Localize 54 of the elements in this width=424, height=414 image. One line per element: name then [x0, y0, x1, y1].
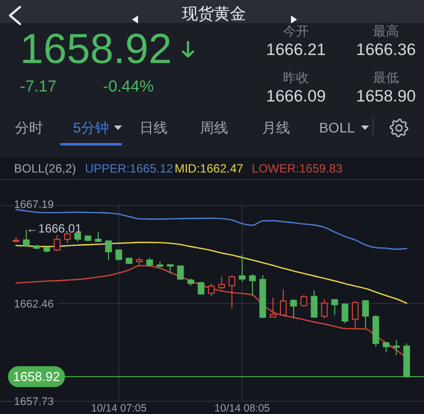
legend-title: BOLL(26,2) [14, 162, 76, 176]
text: 昨收 [283, 70, 309, 85]
text: 5分钟 [73, 120, 109, 136]
candlestick [290, 298, 297, 319]
candlestick [177, 265, 184, 280]
candlestick [198, 281, 204, 296]
candlestick [310, 290, 318, 318]
candlestick [208, 284, 215, 297]
y-tick-label: 1667.19 [14, 198, 54, 211]
text: -7.17 [20, 78, 57, 96]
candlestick [249, 274, 256, 296]
candlestick [22, 230, 30, 248]
candlestick [342, 302, 348, 324]
candlestick [54, 234, 60, 252]
candlestick [362, 300, 369, 329]
text: BOLL [319, 120, 356, 136]
candlestick [280, 288, 287, 317]
candlestick [352, 300, 359, 329]
candlestick [270, 297, 276, 318]
candlestick [238, 254, 246, 282]
ref-line-label: 1658.92 [13, 369, 60, 384]
candlestick [115, 249, 122, 261]
y-tick-label: 1657.73 [14, 396, 54, 408]
candlestick [331, 298, 338, 316]
text: 1666.21 [266, 41, 326, 59]
text: 今开 [283, 24, 309, 38]
candlestick [64, 232, 71, 244]
text: 最高 [373, 24, 399, 38]
text: 最低 [373, 70, 399, 85]
text: UPPER:1665.12 [85, 162, 174, 176]
chart-title: 现货黄金 [182, 5, 246, 23]
candlestick [321, 298, 328, 319]
text: 1658.90 [356, 88, 416, 106]
text: 分时 [15, 120, 43, 136]
text: 日线 [140, 120, 168, 136]
annotation: ←1666.01 [26, 222, 82, 236]
text: 周线 [200, 120, 228, 136]
candlestick [218, 276, 225, 290]
text: MID:1662.47 [174, 162, 244, 176]
candlestick [300, 294, 308, 308]
text: 1666.09 [266, 88, 326, 106]
text: LOWER:1659.83 [252, 162, 343, 176]
candlestick [94, 231, 102, 242]
x-tick-label: 10/14 07:05 [91, 402, 147, 414]
line-series [15, 208, 408, 250]
candlestick [228, 274, 236, 309]
text: -0.44% [103, 78, 154, 96]
candlestick [393, 340, 400, 356]
text: 1658.92 [20, 25, 172, 72]
x-tick-label: 10/14 08:05 [214, 402, 270, 414]
text: 月线 [262, 120, 290, 136]
text: 1666.36 [356, 41, 416, 59]
candlestick [105, 240, 112, 261]
y-tick-label: 1662.46 [14, 298, 54, 310]
